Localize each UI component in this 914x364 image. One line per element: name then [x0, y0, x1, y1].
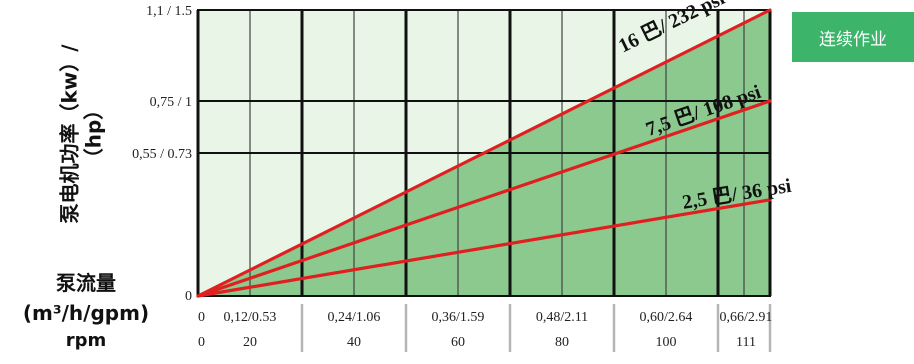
x-tick-label-rpm: 100	[656, 335, 677, 350]
x-tick-label-flow: 0	[198, 310, 205, 325]
x-axis-title-line2: (m³/h/gpm)	[22, 301, 150, 325]
y-axis-title: 泵电机功率（kw）/ （hp）	[58, 44, 106, 223]
y-axis-title-line2: （hp）	[82, 99, 106, 169]
x-tick-label-flow: 0,36/1.59	[432, 310, 485, 325]
plot-border	[197, 9, 771, 297]
x-tick-label-flow: 0,48/2.11	[536, 310, 588, 325]
x-axis-title-line3: rpm	[65, 330, 107, 351]
series-line	[196, 198, 772, 298]
x-tick-label-rpm: 80	[555, 335, 569, 350]
x-tick-label-rpm: 0	[198, 335, 205, 350]
continuous-operation-badge: 连续作业	[792, 12, 914, 62]
x-tick-label-flow: 0,12/0.53	[224, 310, 277, 325]
series-line	[196, 99, 772, 298]
x-tick-label-rpm: 40	[347, 335, 361, 350]
x-tick-label-flow: 0,66/2.91	[720, 310, 773, 325]
y-tick-label: 0,75 / 1	[150, 95, 192, 110]
x-tick-label-rpm: 60	[451, 335, 465, 350]
x-tick-label-rpm: 20	[243, 335, 257, 350]
y-axis-title-line1: 泵电机功率（kw）/	[58, 44, 82, 224]
x-tick-label-flow: 0,60/2.64	[640, 310, 693, 325]
y-tick-label: 0,55 / 0.73	[132, 147, 192, 162]
y-axis-title-wrap: 泵电机功率（kw）/ （hp）	[52, 20, 112, 248]
x-axis-title: 泵流量 (m³/h/gpm) rpm	[0, 268, 172, 354]
y-tick-label: 1,1 / 1.5	[146, 4, 192, 19]
y-tick-label: 0	[185, 289, 192, 304]
x-tick-label-rpm: 111	[736, 335, 756, 350]
x-axis-title-line1: 泵流量	[56, 271, 116, 295]
x-tick-label-flow: 0,24/1.06	[328, 310, 381, 325]
series-line	[196, 8, 772, 298]
